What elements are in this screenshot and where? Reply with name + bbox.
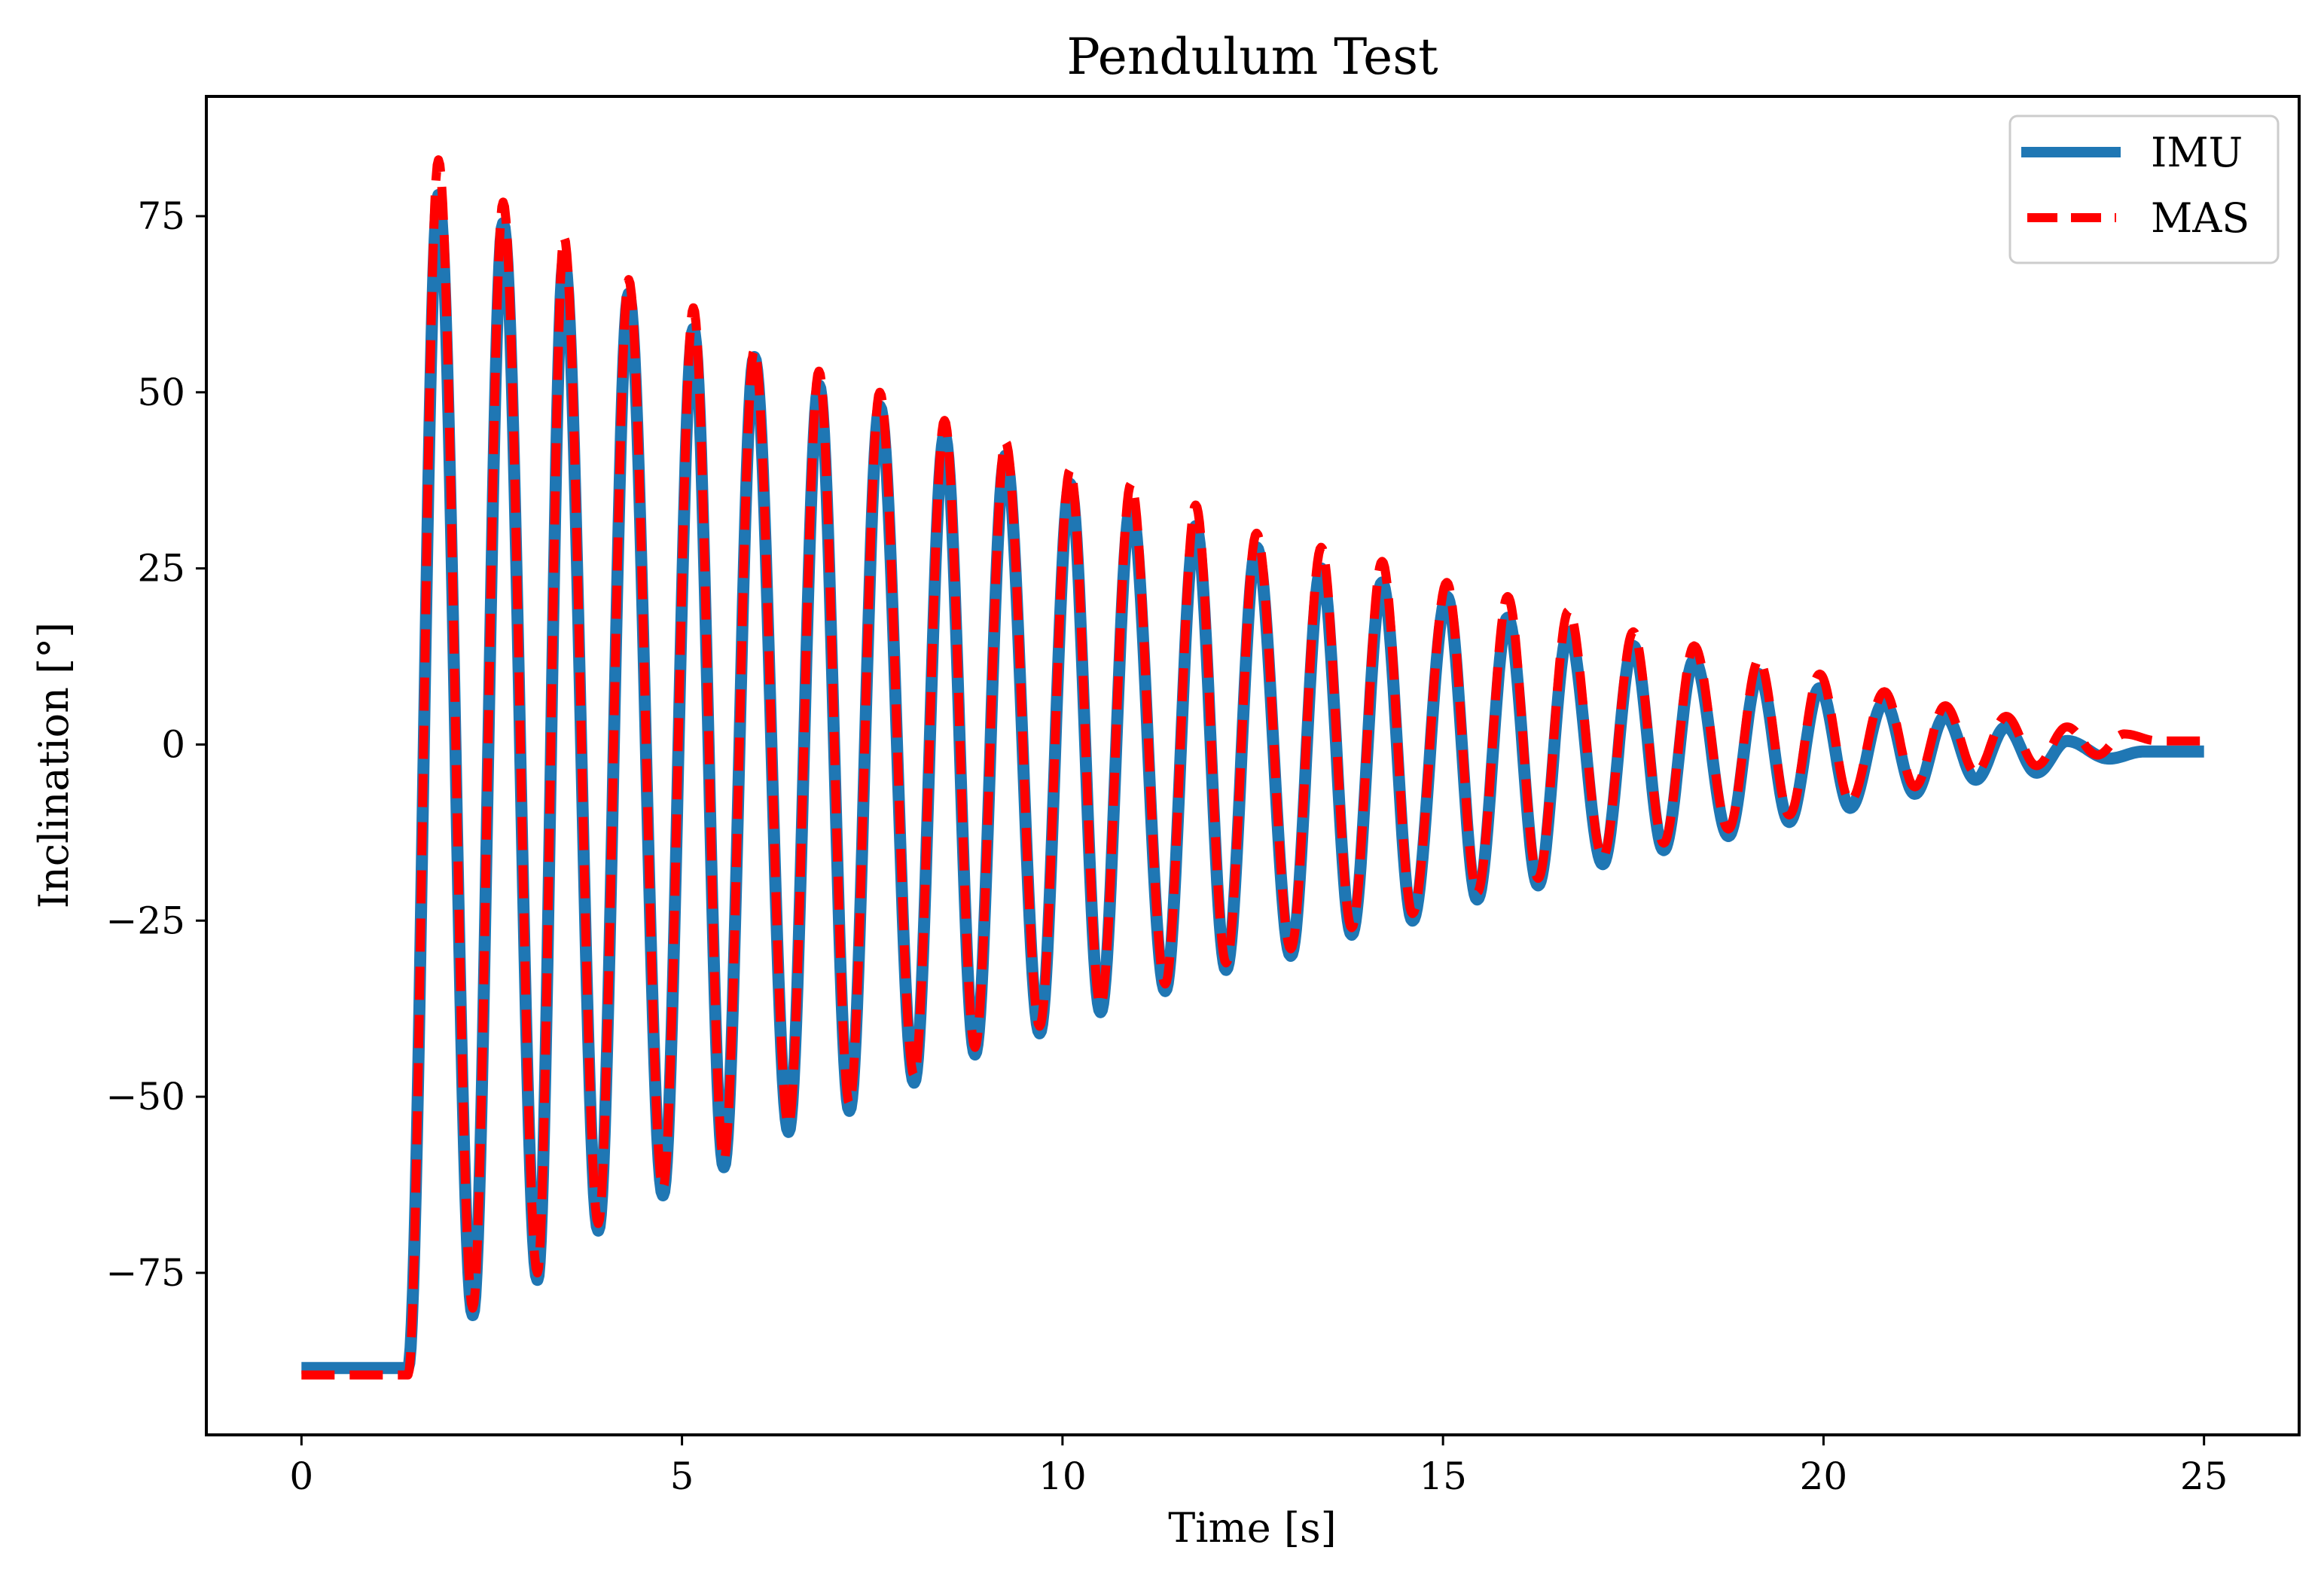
series-mas-line [301,155,2204,1380]
y-tick-label: 0 [161,722,185,766]
y-tick-label: 50 [137,371,185,414]
plot-area [205,95,2301,1436]
axes-frame [205,95,2301,1436]
chart-title: Pendulum Test [1066,28,1438,86]
legend: IMU MAS [2008,114,2280,264]
x-tick-label: 20 [1800,1454,1848,1498]
y-tick-label: −50 [105,1075,185,1119]
legend-mas-label: MAS [2151,194,2249,242]
y-axis-label: Inclination [°] [30,622,78,908]
legend-imu-label: IMU [2151,129,2243,176]
x-axis: 0 5 10 15 20 25 [289,1435,2228,1498]
x-tick-label: 5 [670,1454,694,1498]
y-tick-label: −25 [105,899,185,942]
y-tick-label: −75 [105,1251,185,1295]
x-tick-label: 0 [289,1454,313,1498]
x-tick-label: 10 [1038,1454,1087,1498]
y-axis: −75 −50 −25 0 25 50 75 [105,194,206,1295]
y-tick-label: 75 [137,194,185,238]
x-tick-label: 25 [2180,1454,2228,1498]
x-tick-label: 15 [1419,1454,1467,1498]
y-tick-label: 25 [137,547,185,591]
x-axis-label: Time [s] [1168,1504,1336,1552]
